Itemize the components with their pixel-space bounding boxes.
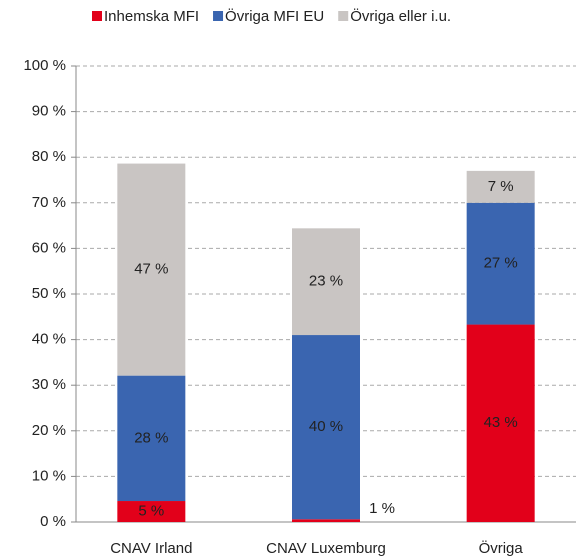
data-label: 23 % — [309, 273, 343, 290]
y-tick-label: 0 % — [40, 513, 66, 530]
y-tick-label: 40 % — [32, 331, 66, 348]
bar-segment — [466, 202, 535, 325]
bar-segment — [117, 375, 186, 502]
legend-label: Övriga eller i.u. — [350, 7, 451, 25]
legend-swatch — [92, 11, 102, 21]
y-tick-label: 10 % — [32, 467, 66, 484]
y-tick-label: 100 % — [23, 57, 66, 74]
bar-segment — [466, 324, 535, 522]
y-tick-label: 60 % — [32, 239, 66, 256]
data-label: 47 % — [134, 261, 168, 278]
legend-swatch — [338, 11, 349, 21]
legend-label: Inhemska MFI — [104, 8, 199, 25]
data-label: 5 % — [138, 502, 164, 519]
data-label: 27 % — [484, 255, 518, 272]
data-label: 1 % — [369, 500, 395, 517]
y-tick-label: 80 % — [32, 148, 66, 165]
y-tick-label: 70 % — [32, 194, 66, 211]
bar-segment — [117, 501, 186, 522]
data-label: 40 % — [309, 418, 343, 435]
y-tick-label: 20 % — [32, 422, 66, 439]
bar-segment — [292, 228, 360, 336]
y-tick-label: 90 % — [32, 103, 66, 120]
bar-segment — [466, 170, 535, 203]
legend-label: Övriga MFI EU — [225, 7, 324, 25]
bar-segment — [292, 335, 360, 520]
data-label: 7 % — [488, 178, 514, 195]
legend-swatch — [213, 11, 224, 21]
y-tick-label: 50 % — [32, 285, 66, 302]
y-tick-label: 30 % — [32, 376, 66, 393]
bar-segment — [117, 163, 186, 376]
bar-segment — [292, 519, 360, 522]
data-label: 43 % — [484, 414, 518, 431]
x-tick-label: CNAV Irland — [110, 540, 192, 557]
x-tick-label: Övriga — [479, 539, 524, 557]
x-tick-label: CNAV Luxemburg — [266, 540, 386, 557]
data-label: 28 % — [134, 429, 168, 446]
